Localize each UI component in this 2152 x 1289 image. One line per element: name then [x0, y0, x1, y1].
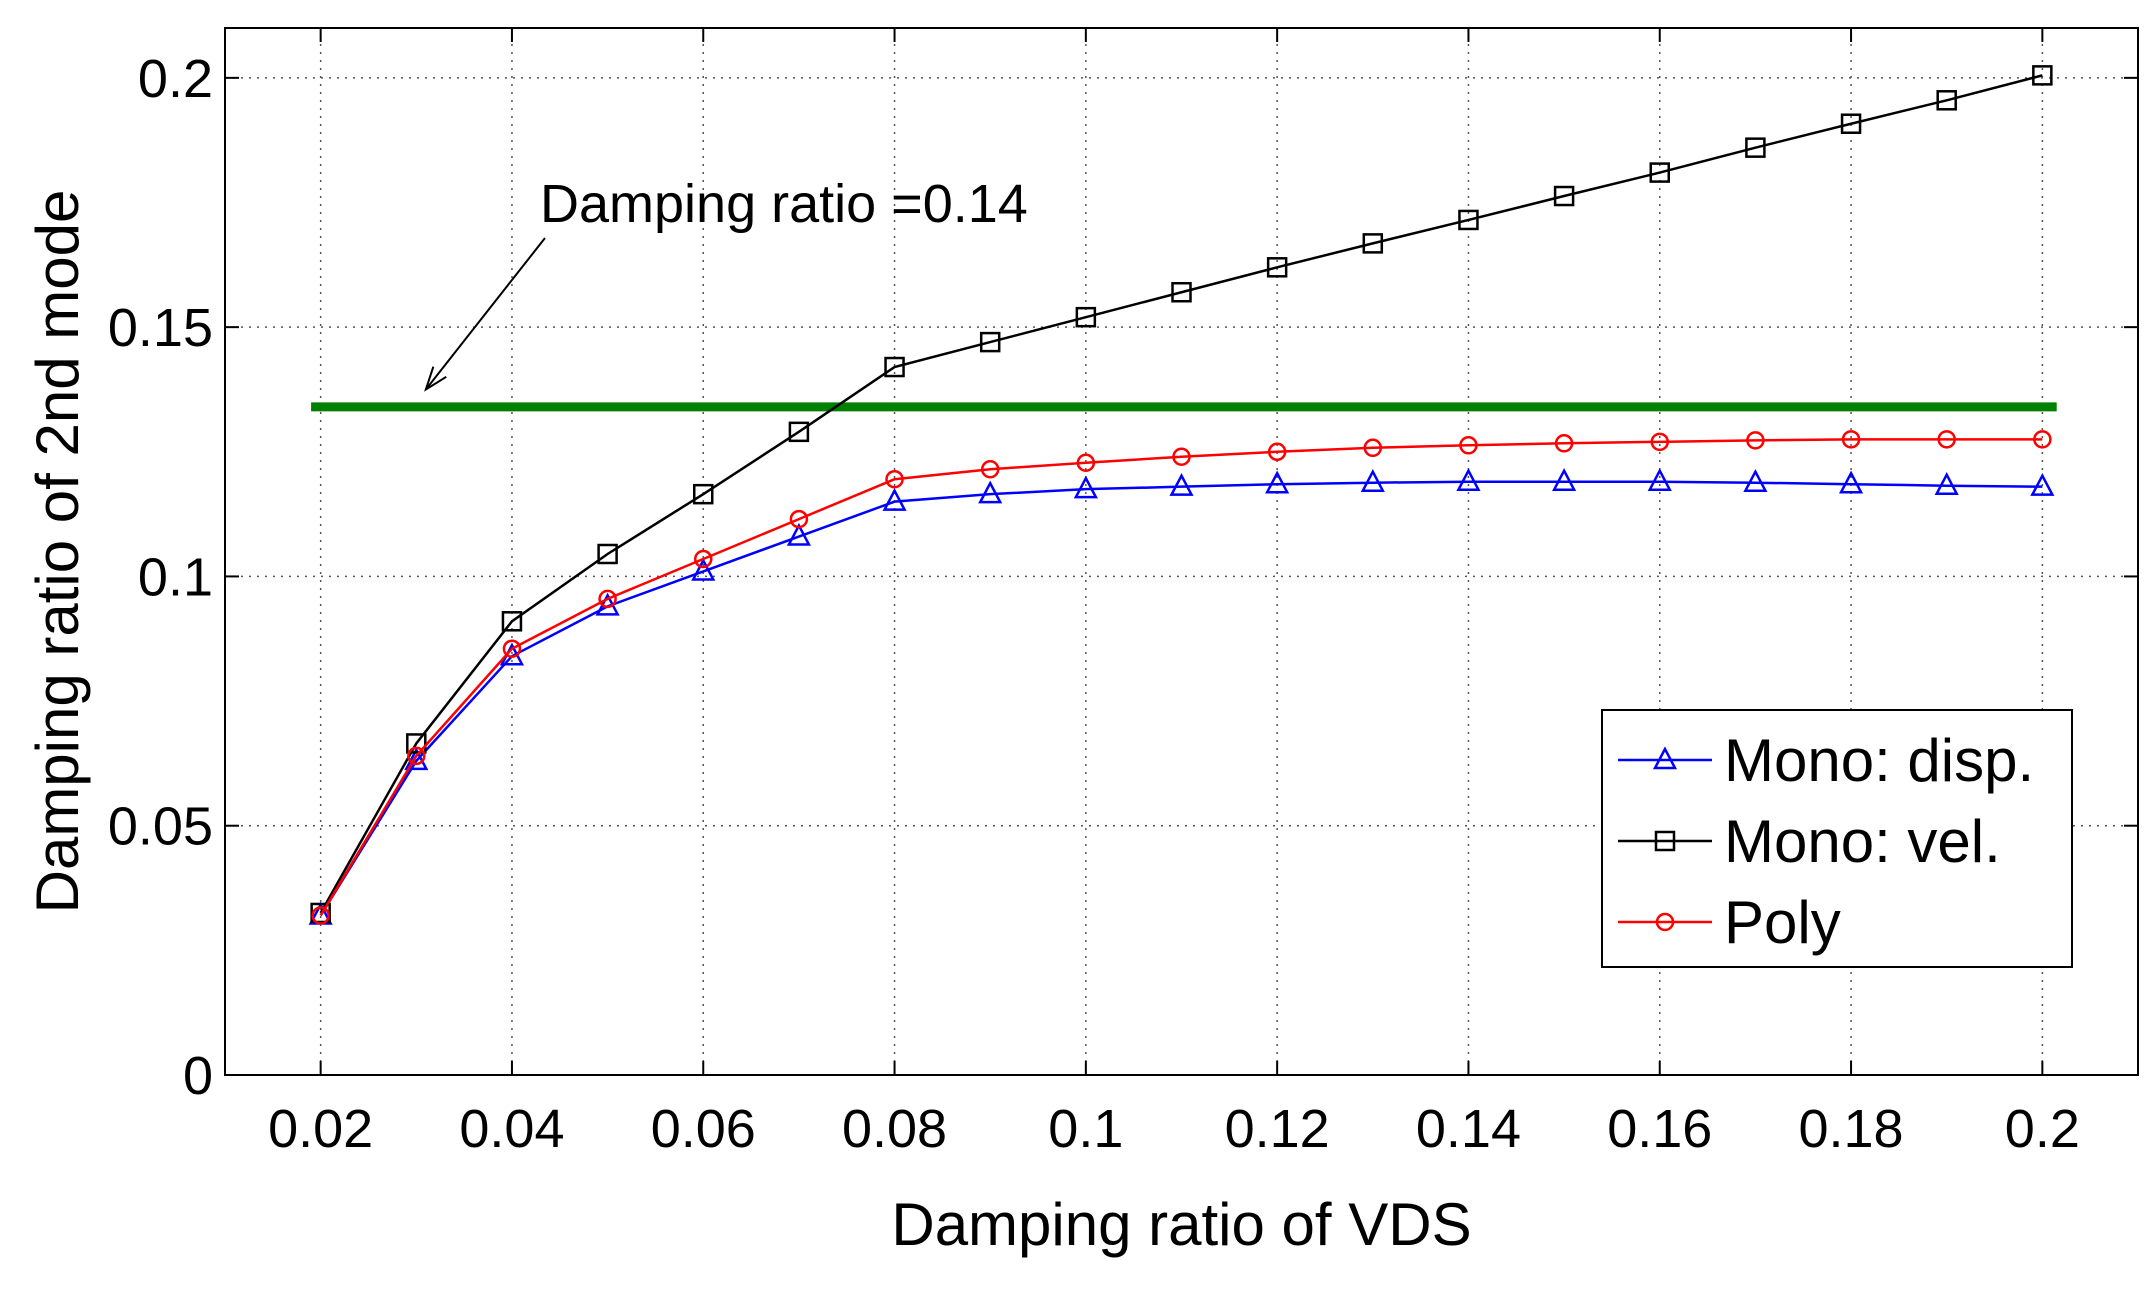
data-point — [1363, 438, 1383, 458]
data-point — [2030, 473, 2055, 496]
data-point — [1459, 436, 1478, 455]
data-point — [979, 331, 1001, 353]
data-point — [1936, 90, 1957, 111]
y-tick-label: 0.15 — [108, 298, 213, 358]
legend-marker — [1655, 912, 1675, 932]
data-point — [980, 459, 1000, 479]
series-mono-vel — [310, 65, 2053, 924]
data-point — [1360, 469, 1385, 492]
data-point — [1073, 475, 1098, 499]
data-point — [978, 480, 1003, 504]
y-tick-label: 0.1 — [138, 547, 213, 607]
x-tick-label: 0.2 — [2005, 1099, 2080, 1159]
x-tick-label: 0.04 — [459, 1099, 564, 1159]
legend-label-mono-vel: Mono: vel. — [1724, 808, 2001, 875]
data-point — [884, 356, 905, 378]
y-axis-label: Damping ratio of 2nd mode — [24, 190, 91, 914]
x-tick-label: 0.02 — [268, 1099, 373, 1159]
data-point — [1458, 209, 1479, 231]
data-point — [691, 557, 716, 581]
legend-box — [1601, 709, 2073, 968]
x-tick-label: 0.16 — [1607, 1099, 1712, 1159]
data-point — [1745, 137, 1766, 158]
data-point — [882, 487, 907, 511]
data-point — [1937, 430, 1956, 449]
data-point — [1169, 473, 1194, 496]
series-line — [319, 438, 2043, 917]
data-point — [2032, 65, 2053, 86]
x-axis-label: Damping ratio of VDS — [891, 1191, 1471, 1258]
data-point — [310, 902, 331, 924]
data-point — [1647, 468, 1672, 491]
data-point — [1076, 453, 1096, 473]
data-point — [1552, 468, 1577, 491]
data-point — [789, 509, 809, 529]
x-tick-label: 0.06 — [651, 1099, 756, 1159]
x-tick-label: 0.08 — [842, 1099, 947, 1159]
annotation-arrow-line — [425, 237, 546, 391]
axis-ticks: 0.02 0.04 0.06 0.08 0.1 0.12 0.14 0.16 0.18 0.2 0 0… — [108, 28, 2138, 1159]
y-tick-label: 0.2 — [138, 49, 213, 109]
legend-label-mono-disp: Mono: disp. — [1724, 727, 2034, 794]
data-point — [1362, 233, 1384, 254]
data-point — [1267, 442, 1287, 462]
data-point — [1934, 472, 1959, 495]
data-point — [1840, 113, 1862, 134]
data-point — [501, 611, 523, 632]
series-layer — [308, 65, 2055, 925]
data-point — [407, 746, 426, 766]
plot-area-frame — [224, 27, 2139, 1076]
data-point — [1456, 468, 1481, 491]
data-point — [786, 522, 811, 546]
annotation-text: Damping ratio =0.14 — [540, 174, 1028, 234]
data-point — [1746, 431, 1765, 450]
data-point — [1265, 470, 1290, 494]
data-point — [1838, 470, 1864, 494]
data-point — [311, 906, 330, 925]
data-point — [1649, 162, 1670, 183]
data-point — [2033, 430, 2052, 449]
series-poly — [311, 430, 2052, 925]
annotation-arrow-head — [424, 366, 447, 392]
series-line — [319, 74, 2043, 914]
data-point — [502, 639, 522, 658]
data-point — [1743, 469, 1768, 492]
data-point — [598, 589, 617, 609]
data-point — [693, 483, 714, 505]
legend-marker — [1652, 746, 1678, 770]
legend-marker — [1654, 830, 1676, 852]
y-tick-label: 0.05 — [108, 797, 213, 857]
data-point — [694, 549, 713, 569]
data-point — [1650, 432, 1669, 452]
data-point — [788, 421, 810, 443]
x-tick-label: 0.1 — [1048, 1099, 1123, 1159]
y-tick-label: 0 — [183, 1046, 213, 1106]
annotation: Damping ratio =0.14 — [424, 174, 1028, 392]
data-point — [885, 469, 904, 489]
x-tick-label: 0.12 — [1225, 1099, 1330, 1159]
data-point — [1266, 257, 1288, 278]
data-point — [1553, 185, 1575, 207]
data-point — [404, 747, 429, 771]
data-point — [1171, 281, 1192, 303]
x-tick-label: 0.14 — [1416, 1099, 1521, 1159]
data-point — [1841, 430, 1861, 449]
data-point — [1554, 434, 1574, 453]
legend-label-poly: Poly — [1724, 889, 1841, 956]
data-point — [597, 543, 618, 565]
legend: Mono: disp. Mono: vel. Poly — [1601, 709, 2073, 968]
data-point — [406, 733, 427, 754]
data-point — [1172, 447, 1191, 467]
data-point — [1075, 306, 1097, 328]
x-tick-label: 0.18 — [1798, 1099, 1903, 1159]
